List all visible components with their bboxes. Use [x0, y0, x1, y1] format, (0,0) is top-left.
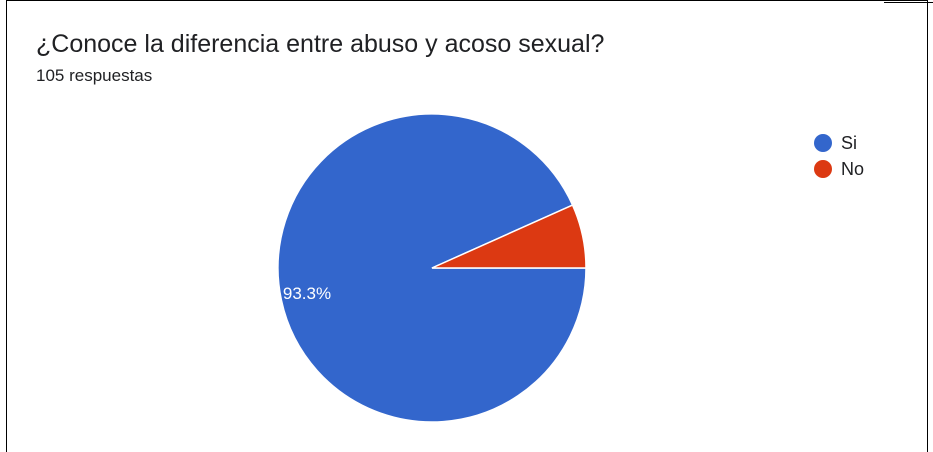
pie-slice-no: [431, 204, 587, 269]
response-count: 105 respuestas: [36, 66, 153, 85]
legend-label-si: Si: [841, 132, 858, 153]
legend-swatch-si: [814, 134, 832, 152]
legend-item-si[interactable]: Si: [814, 130, 864, 156]
legend-swatch-no: [814, 160, 832, 178]
legend: Si No: [814, 130, 864, 182]
chart-frame: [6, 0, 928, 452]
chart-title: ¿Conoce la diferencia entre abuso y acos…: [36, 30, 605, 58]
legend-label-no: No: [841, 158, 865, 179]
data-label-si: 93.3%: [283, 284, 331, 303]
legend-item-no[interactable]: No: [814, 156, 864, 182]
corner-divider: [884, 2, 933, 3]
